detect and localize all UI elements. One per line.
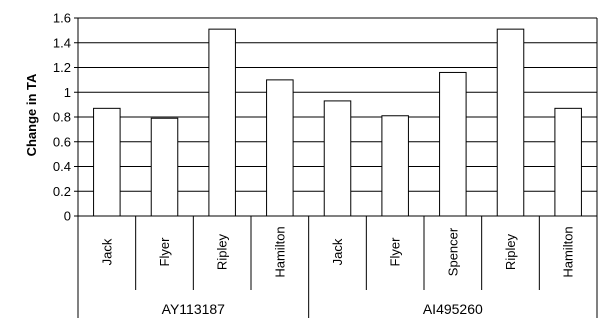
bar-flyer <box>150 117 179 217</box>
x-group-label: AY113187 <box>162 301 226 317</box>
bar-jack <box>93 107 121 217</box>
y-tick-label: 1.4 <box>53 35 71 50</box>
bar-ripley <box>496 28 525 217</box>
y-tick-label: 1.2 <box>53 60 71 75</box>
y-tick-label: 1.6 <box>53 11 71 26</box>
bar-hamilton <box>554 107 582 217</box>
y-tick-label: 0.2 <box>53 184 71 199</box>
x-category-label: Jack <box>330 238 345 265</box>
bars <box>93 28 582 217</box>
bar-flyer <box>381 115 409 217</box>
x-category-label: Spencer <box>445 227 460 276</box>
bar-hamilton <box>266 79 294 217</box>
x-category-label: Jack <box>99 238 114 265</box>
x-axis: Jack Flyer Ripley Hamilton AY113187 Jack Flyer… <box>77 18 598 318</box>
x-category-label: Hamilton <box>272 226 287 277</box>
x-category-label: Flyer <box>157 237 172 267</box>
y-axis-ticks: 0 0.2 0.4 0.6 0.8 1 1.2 1.4 1.6 <box>53 11 78 224</box>
y-tick-label: 0 <box>64 209 71 224</box>
bar-jack <box>323 100 352 217</box>
x-category-label: Hamilton <box>561 226 576 277</box>
x-category-label: Ripley <box>215 233 230 270</box>
bar-spencer <box>439 71 467 217</box>
y-tick-label: 0.6 <box>53 134 71 149</box>
y-tick-label: 1 <box>64 85 71 100</box>
x-group-label: AI495260 <box>423 301 483 317</box>
y-axis-label: Change in TA <box>24 73 39 156</box>
y-tick-label: 0.4 <box>53 159 71 174</box>
x-category-label: Flyer <box>388 237 403 267</box>
y-tick-label: 0.8 <box>53 110 71 125</box>
x-category-label: Ripley <box>503 233 518 270</box>
bar-ripley <box>208 28 236 217</box>
